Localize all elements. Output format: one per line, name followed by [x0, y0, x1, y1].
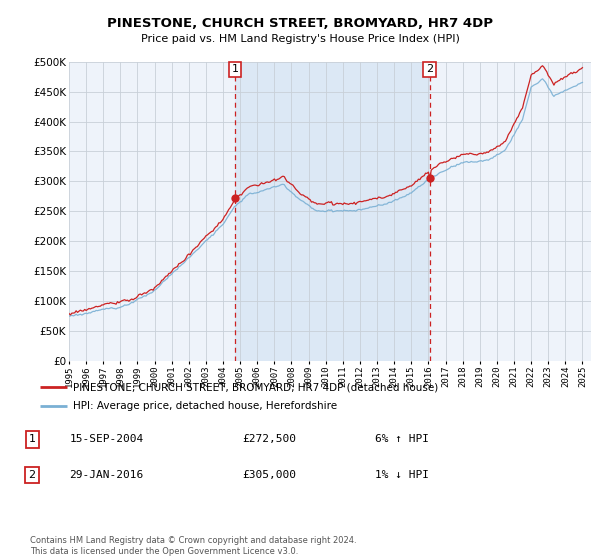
Text: 29-JAN-2016: 29-JAN-2016 — [70, 470, 144, 480]
Text: Contains HM Land Registry data © Crown copyright and database right 2024.
This d: Contains HM Land Registry data © Crown c… — [30, 536, 356, 556]
Text: £272,500: £272,500 — [242, 435, 296, 445]
Text: 1% ↓ HPI: 1% ↓ HPI — [375, 470, 429, 480]
Text: £305,000: £305,000 — [242, 470, 296, 480]
Text: 2: 2 — [29, 470, 36, 480]
Text: HPI: Average price, detached house, Herefordshire: HPI: Average price, detached house, Here… — [73, 401, 337, 411]
Text: 1: 1 — [29, 435, 35, 445]
Text: 1: 1 — [232, 64, 239, 74]
Text: 15-SEP-2004: 15-SEP-2004 — [70, 435, 144, 445]
Text: 2: 2 — [426, 64, 433, 74]
Text: PINESTONE, CHURCH STREET, BROMYARD, HR7 4DP: PINESTONE, CHURCH STREET, BROMYARD, HR7 … — [107, 17, 493, 30]
Text: PINESTONE, CHURCH STREET, BROMYARD, HR7 4DP (detached house): PINESTONE, CHURCH STREET, BROMYARD, HR7 … — [73, 382, 438, 393]
Text: Price paid vs. HM Land Registry's House Price Index (HPI): Price paid vs. HM Land Registry's House … — [140, 34, 460, 44]
Text: 6% ↑ HPI: 6% ↑ HPI — [375, 435, 429, 445]
Bar — [235, 62, 430, 361]
